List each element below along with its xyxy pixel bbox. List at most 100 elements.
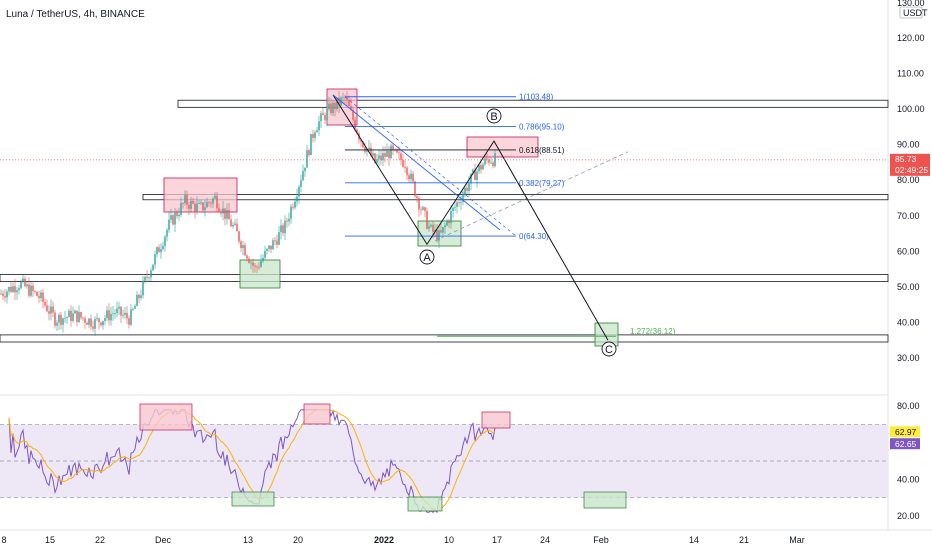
candle-body [388, 150, 390, 159]
candle-body [490, 162, 492, 164]
candle-body [474, 169, 476, 181]
candle-body [44, 301, 46, 306]
candle-body [112, 313, 114, 315]
candle-body [406, 167, 408, 176]
candle-body [74, 310, 76, 314]
candle-body [324, 115, 326, 121]
time-tick-label: 8 [1, 535, 6, 545]
candle-body [108, 310, 110, 321]
price-tick-label: 50.00 [897, 282, 920, 292]
fib-level-label: 1(103.48) [519, 93, 554, 102]
candle-body [316, 130, 318, 133]
rsi-pane[interactable] [0, 403, 888, 514]
candle-body [302, 171, 304, 181]
fib-level-label: 1.272(36.12) [630, 327, 676, 336]
candle-body [462, 194, 464, 202]
candle-body [364, 147, 366, 152]
candle-body [182, 203, 184, 204]
candle-body [178, 214, 180, 217]
rsi-value-label: 62.65 [895, 439, 917, 449]
chart-title: Luna / TetherUS, 4h, BINANCE [6, 9, 145, 20]
price-tick-label: 100.00 [897, 104, 925, 114]
candle-body [150, 270, 152, 278]
candle-body [348, 100, 350, 107]
candle-body [266, 248, 268, 251]
candle-body [100, 322, 102, 326]
countdown-label: 02:49:25 [895, 165, 928, 175]
candle-body [404, 166, 406, 168]
candle-body [274, 240, 276, 242]
time-tick-label: 21 [739, 535, 749, 545]
candle-body [298, 186, 300, 197]
candle-body [212, 198, 214, 204]
candle-body [46, 305, 48, 312]
horizontal-zone [0, 334, 889, 343]
candle-body [190, 200, 192, 209]
time-tick-label: Mar [789, 535, 805, 545]
candle-body [134, 306, 136, 309]
candle-body [448, 221, 450, 224]
candle-body [420, 209, 422, 211]
candle-body [216, 195, 218, 209]
candle-body [306, 150, 308, 168]
price-axis[interactable] [888, 0, 932, 530]
candle-body [184, 194, 186, 204]
candle-body [384, 153, 386, 157]
candle-body [162, 245, 164, 249]
candle-body [98, 318, 100, 323]
candle-body [440, 230, 442, 233]
candle-body [280, 225, 282, 233]
candle-body [354, 119, 356, 130]
candle-body [66, 317, 68, 318]
supply-demand-boxes [163, 88, 619, 347]
wave-label: A [423, 252, 431, 264]
time-tick-label: 20 [293, 535, 303, 545]
candle-body [70, 310, 72, 321]
support-resistance-zones [0, 99, 889, 343]
candle-body [164, 236, 166, 246]
candle-body [62, 318, 64, 325]
candle-body [386, 150, 388, 157]
candle-body [338, 97, 340, 106]
candle-body [82, 317, 84, 319]
candle-body [272, 240, 274, 250]
price-axis-ticks: 120.00 110.00 100.00 90.00 80.00 70.00 60.00 50… [897, 33, 925, 521]
candle-body [424, 207, 426, 211]
candle-body [296, 196, 298, 202]
candle-body [110, 313, 112, 321]
candle-body [470, 173, 472, 184]
fib-level-label: 0.786(95.10) [519, 123, 565, 132]
candle-body [222, 208, 224, 214]
candle-body [204, 207, 206, 211]
candle-body [290, 206, 292, 219]
fib-level-label: 0.382(79.27) [519, 179, 565, 188]
rsi-tick-label: 20.00 [897, 511, 920, 521]
candle-body [304, 167, 306, 172]
candle-body [210, 202, 212, 204]
zone-box [326, 88, 358, 126]
candle-body [22, 278, 24, 282]
candle-body [314, 132, 316, 138]
candle-body [16, 290, 18, 293]
candle-body [256, 266, 258, 268]
candle-body [18, 288, 20, 291]
candle-body [80, 312, 82, 318]
candle-body [322, 113, 324, 116]
rsi-tick-label: 80.00 [897, 401, 920, 411]
candle-body [376, 159, 378, 163]
currency-badge[interactable]: USDT [903, 8, 928, 18]
rsi-zone-box [583, 491, 627, 509]
candle-body [230, 219, 232, 227]
horizontal-zone [0, 274, 889, 282]
time-tick-label: 15 [45, 535, 55, 545]
candle-body [220, 211, 222, 214]
candle-body [38, 296, 40, 299]
candle-body [106, 310, 108, 318]
candle-body [2, 293, 4, 297]
wave-label-circle [601, 341, 617, 357]
zone-box [466, 136, 539, 158]
candle-body [464, 187, 466, 195]
candle-body [28, 284, 30, 296]
currency-badge-box[interactable] [899, 6, 923, 19]
